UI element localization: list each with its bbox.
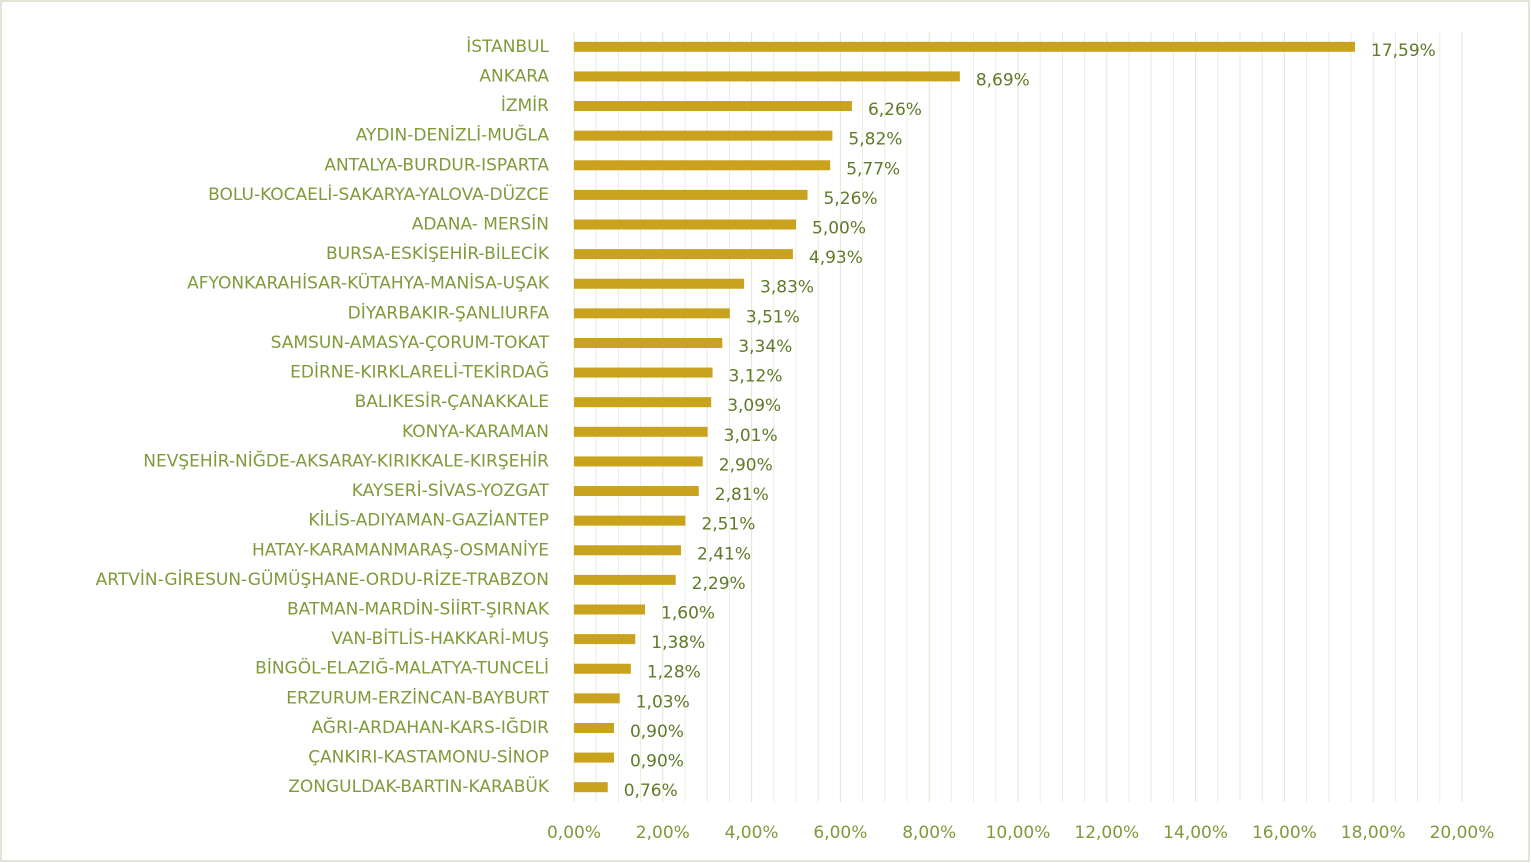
bar [574,397,712,408]
category-label: İZMİR [501,95,549,116]
value-label: 3,12% [729,367,783,387]
value-label: 3,83% [760,278,814,298]
bar [574,101,852,112]
bar [574,189,808,200]
value-label: 1,60% [661,604,715,624]
category-label: ZONGULDAK-BARTIN-KARABÜK [288,775,550,797]
x-tick-label: 20,00% [1430,823,1495,843]
x-tick-label: 14,00% [1163,823,1228,843]
category-label: SAMSUN-AMASYA-ÇORUM-TOKAT [271,333,550,353]
bar [574,130,833,141]
x-tick-label: 0,00% [547,823,601,843]
category-label: ADANA- MERSİN [412,214,549,235]
bar [574,337,723,348]
value-label: 1,38% [651,633,705,653]
category-label: KAYSERİ-SİVAS-YOZGAT [352,480,550,501]
category-label: NEVŞEHİR-NİĞDE-AKSARAY-KIRIKKALE-KIRŞEHİ… [143,449,549,471]
category-label: BALIKESİR-ÇANAKKALE [355,391,549,412]
value-label: 3,09% [727,396,781,416]
bar [574,367,713,378]
value-label: 5,26% [824,189,878,209]
bar [574,782,608,793]
category-label: KONYA-KARAMAN [402,422,549,442]
value-label: 2,41% [697,544,751,564]
value-label: 3,51% [746,307,800,327]
category-label: HATAY-KARAMANMARAŞ-OSMANİYE [252,539,549,560]
bar [574,308,730,319]
bar [574,426,708,437]
category-label: VAN-BİTLİS-HAKKARİ-MUŞ [331,628,549,649]
x-tick-label: 2,00% [636,823,690,843]
category-label: ARTVİN-GİRESUN-GÜMÜŞHANE-ORDU-RİZE-TRABZ… [96,568,549,590]
value-label: 2,81% [715,485,769,505]
value-label: 3,34% [738,337,792,357]
category-label: BOLU-KOCAELİ-SAKARYA-YALOVA-DÜZCE [208,183,549,205]
value-label: 8,69% [976,70,1030,90]
x-tick-label: 18,00% [1341,823,1406,843]
bar [574,71,960,82]
x-tick-label: 6,00% [813,823,867,843]
value-label: 0,76% [624,781,678,801]
value-label: 0,90% [630,722,684,742]
category-label: EDİRNE-KIRKLARELİ-TEKİRDAĞ [290,361,549,383]
value-label: 4,93% [809,248,863,268]
bar [574,249,793,260]
bar [574,634,636,645]
x-tick-label: 10,00% [986,823,1051,843]
bar [574,456,703,467]
category-label: ÇANKIRI-KASTAMONU-SİNOP [308,747,549,768]
bar [574,515,686,526]
value-label: 6,26% [868,100,922,120]
category-label: AĞRI-ARDAHAN-KARS-IĞDIR [311,716,549,738]
x-tick-label: 8,00% [902,823,956,843]
category-label: ANKARA [479,66,549,86]
category-label: DİYARBAKIR-ŞANLIURFA [348,302,550,323]
bar [574,604,646,615]
value-label: 1,03% [636,692,690,712]
value-label: 0,90% [630,752,684,772]
bar [574,545,682,556]
category-label: AYDIN-DENİZLİ-MUĞLA [356,124,550,146]
x-tick-label: 12,00% [1074,823,1139,843]
bar [574,663,631,674]
bar [574,41,1355,52]
bar [574,752,614,763]
x-tick-label: 4,00% [725,823,779,843]
bar [574,219,796,230]
value-label: 2,29% [692,574,746,594]
category-label: BATMAN-MARDİN-SİİRT-ŞIRNAK [287,599,550,620]
bar [574,722,614,733]
value-label: 3,01% [724,426,778,446]
value-label: 5,00% [812,219,866,239]
value-label: 2,90% [719,455,773,475]
category-label: BURSA-ESKİŞEHİR-BİLECİK [326,243,550,264]
x-tick-label: 16,00% [1252,823,1317,843]
category-label: ERZURUM-ERZİNCAN-BAYBURT [286,687,549,708]
bar [574,693,620,704]
value-label: 5,77% [846,159,900,179]
category-label: KİLİS-ADIYAMAN-GAZİANTEP [308,510,549,531]
value-label: 2,51% [701,515,755,535]
category-label: İSTANBUL [466,36,549,57]
category-label: ANTALYA-BURDUR-ISPARTA [324,155,549,175]
bar [574,486,699,497]
bar [574,278,745,289]
bar [574,160,831,171]
value-label: 1,28% [647,663,701,683]
category-label: AFYONKARAHİSAR-KÜTAHYA-MANİSA-UŞAK [187,272,550,294]
category-label: BİNGÖL-ELAZIĞ-MALATYA-TUNCELİ [255,657,549,679]
value-label: 5,82% [848,130,902,150]
bar [574,574,676,585]
value-label: 17,59% [1371,41,1436,61]
